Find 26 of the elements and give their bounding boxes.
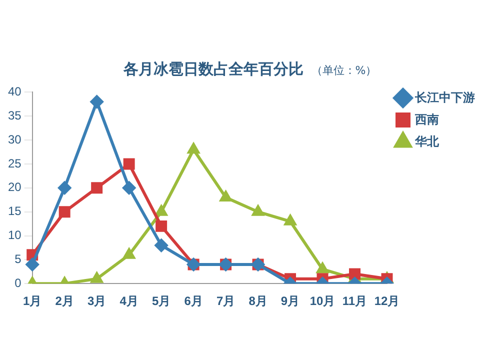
legend-label: 西南 xyxy=(414,112,439,126)
x-tick-label: 12月 xyxy=(374,294,400,308)
x-tick-label: 11月 xyxy=(342,294,368,308)
legend-label: 华北 xyxy=(414,134,440,148)
y-tick-label: 5 xyxy=(14,252,22,266)
y-tick-label: 25 xyxy=(8,156,22,170)
x-tick-label: 4月 xyxy=(120,294,138,308)
y-tick-label: 35 xyxy=(8,108,22,122)
y-tick-label: 10 xyxy=(8,228,22,242)
x-tick-label: 9月 xyxy=(280,294,300,308)
y-tick-label: 0 xyxy=(14,276,22,290)
legend-label: 长江中下游 xyxy=(414,90,475,104)
x-tick-label: 5月 xyxy=(152,294,171,308)
x-tick-label: 3月 xyxy=(87,294,106,308)
y-tick-label: 40 xyxy=(8,84,22,99)
x-tick-label: 6月 xyxy=(184,294,203,308)
x-tick-label: 1月 xyxy=(23,294,42,308)
x-tick-label: 8月 xyxy=(248,294,268,308)
y-tick-label: 15 xyxy=(8,204,22,218)
chart-subtitle: （单位：%） xyxy=(311,64,377,77)
x-tick-label: 7月 xyxy=(216,294,236,308)
x-tick-label: 10月 xyxy=(310,294,336,308)
y-tick-label: 30 xyxy=(8,132,22,146)
y-tick-label: 20 xyxy=(8,180,22,194)
chart-title: 各月冰雹日数占全年百分比 xyxy=(123,60,304,78)
x-tick-label: 2月 xyxy=(55,294,74,308)
